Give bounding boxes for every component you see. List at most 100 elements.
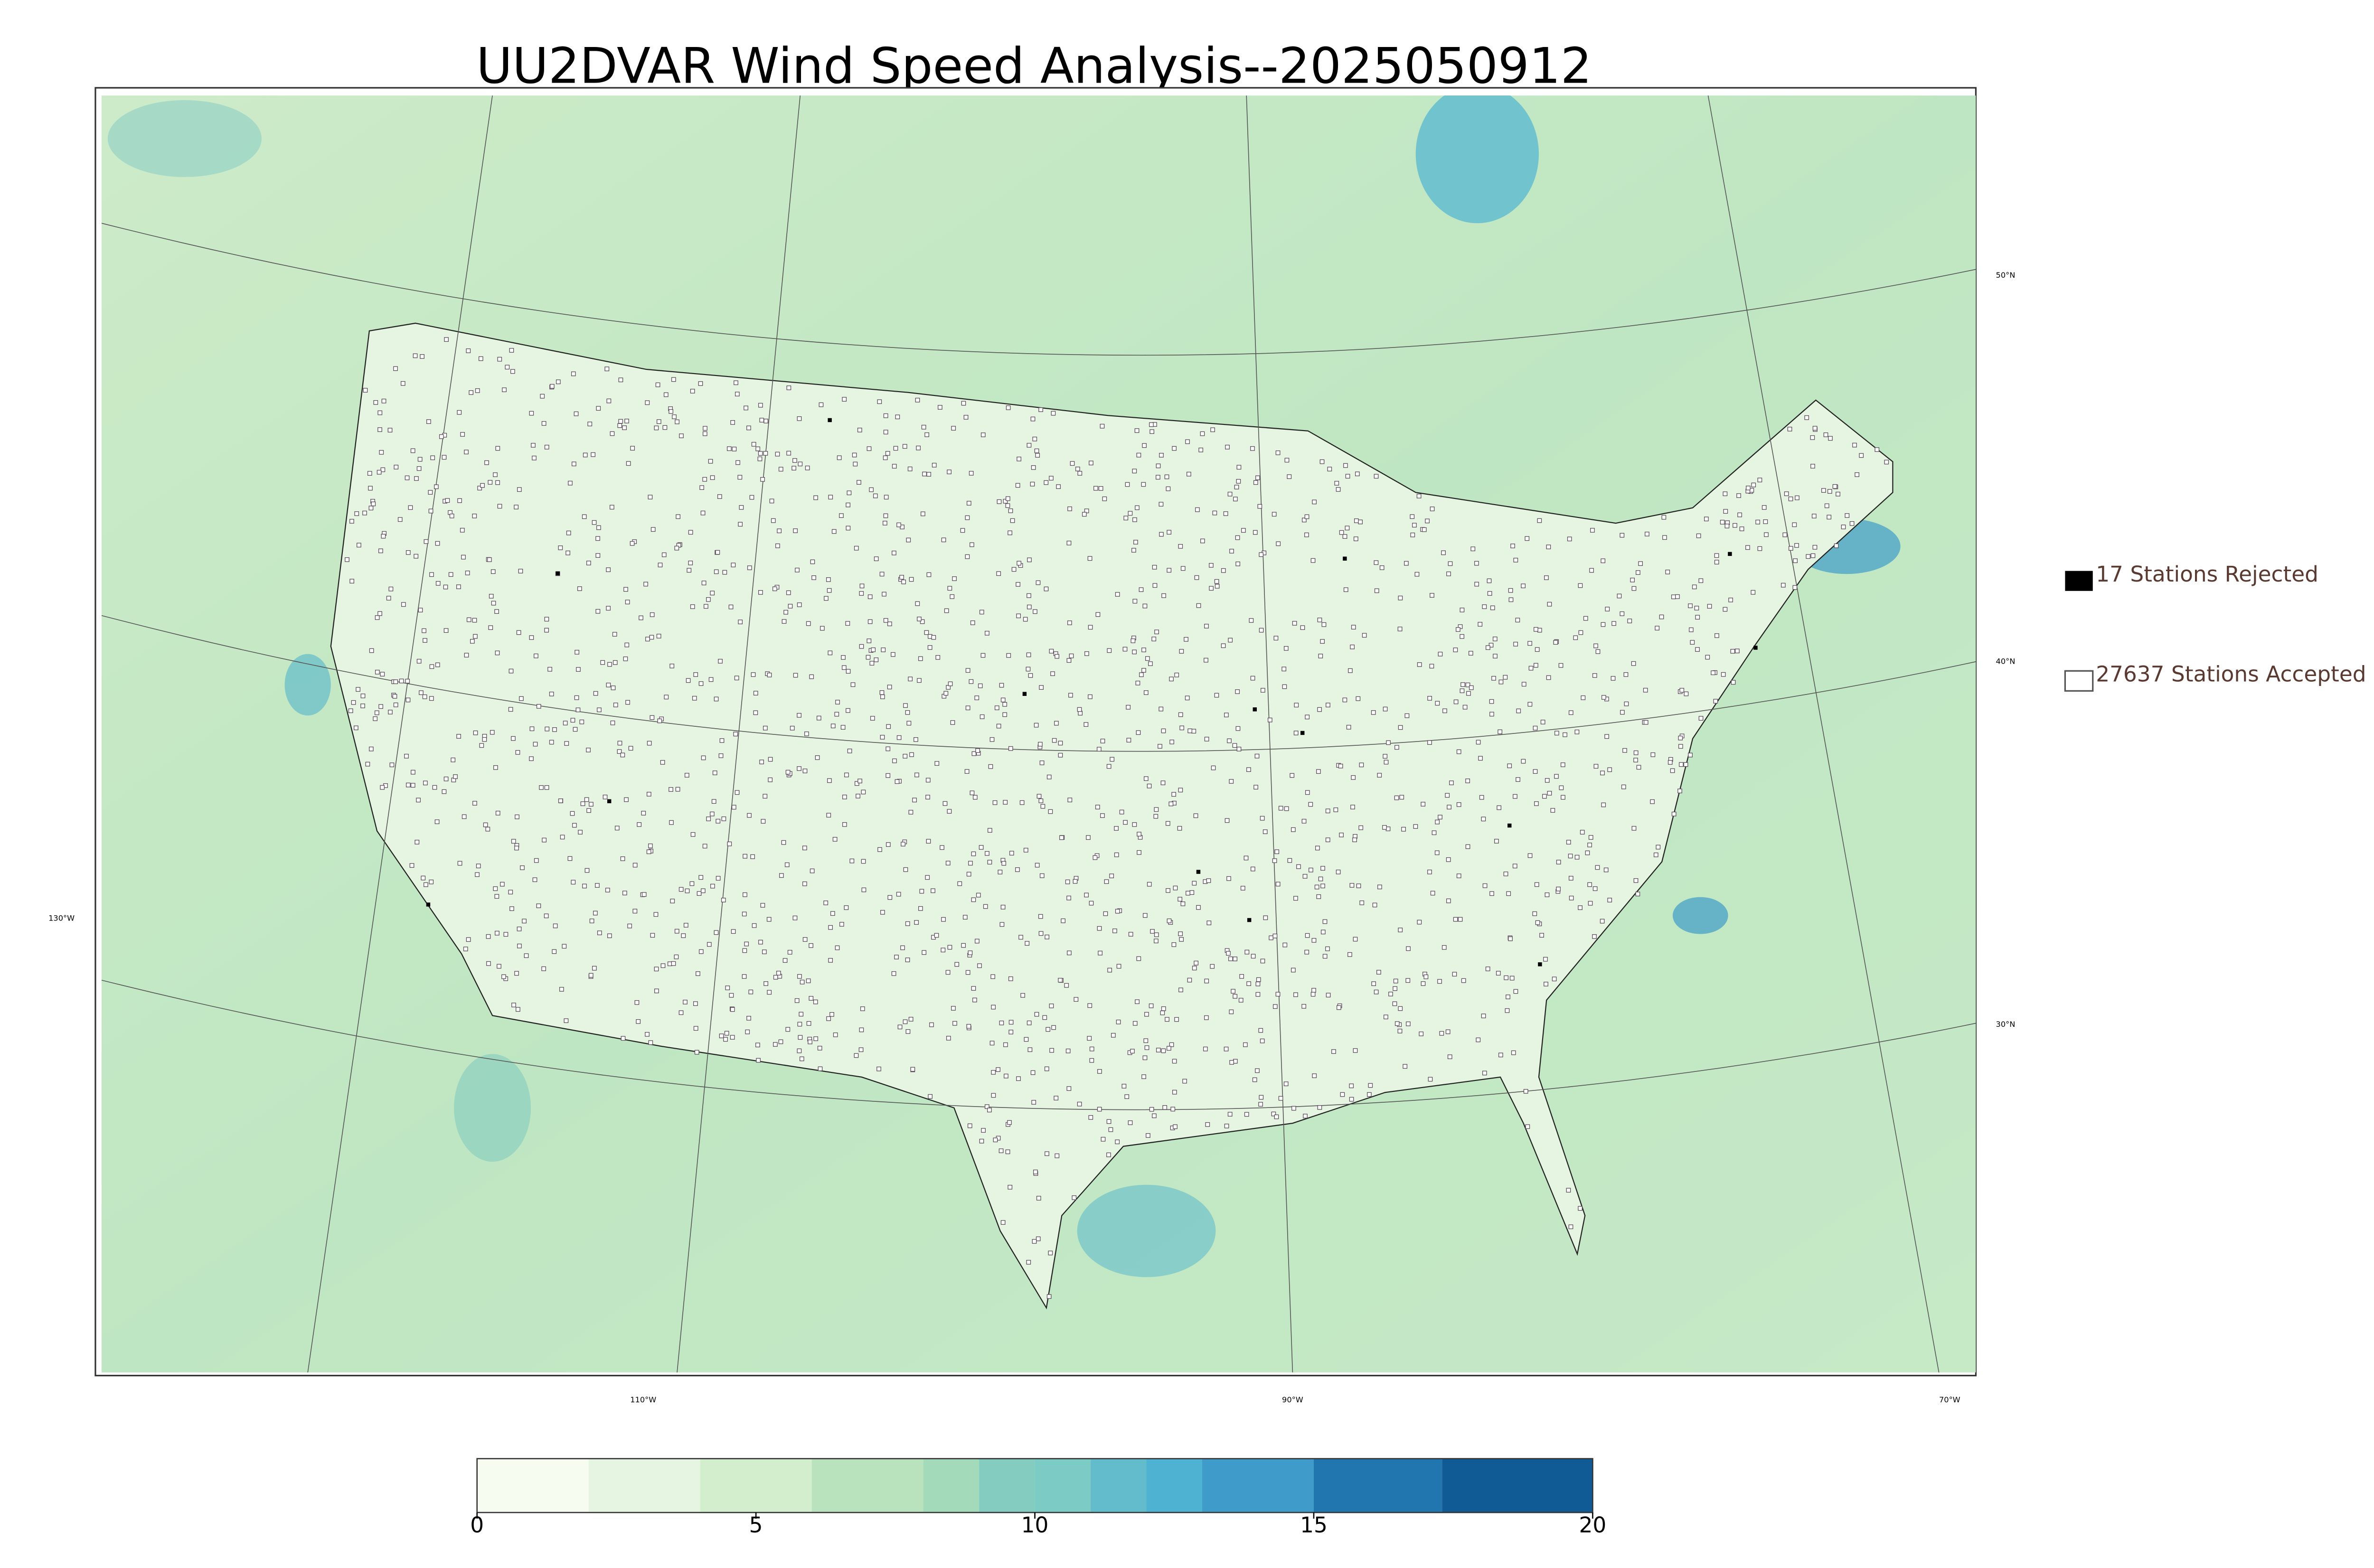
station-marker	[368, 486, 373, 491]
station-marker	[1178, 897, 1183, 901]
station-marker	[617, 423, 622, 428]
station-marker	[963, 415, 969, 420]
station-marker	[1141, 648, 1146, 652]
station-marker	[782, 958, 788, 963]
station-marker	[1139, 587, 1144, 592]
station-marker	[1167, 530, 1172, 535]
station-marker	[766, 917, 772, 922]
station-marker	[918, 656, 923, 661]
station-marker	[626, 461, 631, 466]
station-marker	[517, 487, 522, 492]
station-marker	[1008, 1184, 1013, 1190]
station-marker	[905, 921, 910, 926]
station-marker	[827, 778, 832, 783]
station-marker	[1036, 794, 1042, 799]
station-marker	[738, 522, 743, 527]
station-marker	[1427, 869, 1432, 874]
station-marker	[462, 814, 467, 819]
station-marker	[597, 930, 602, 935]
station-marker	[1065, 879, 1070, 884]
station-marker	[1600, 770, 1605, 776]
station-marker	[717, 494, 722, 499]
station-marker	[393, 679, 398, 684]
station-marker	[1290, 773, 1295, 778]
station-marker	[892, 464, 897, 469]
station-marker	[532, 877, 537, 883]
station-marker	[544, 785, 549, 790]
station-marker	[1136, 956, 1141, 961]
station-marker	[941, 917, 946, 922]
station-marker	[971, 897, 976, 902]
station-marker	[883, 455, 888, 460]
station-marker	[1187, 977, 1192, 983]
station-marker	[799, 1056, 804, 1061]
station-marker	[979, 610, 984, 615]
station-marker	[854, 781, 859, 786]
station-marker	[810, 559, 815, 564]
station-marker	[950, 594, 955, 599]
station-marker	[1039, 873, 1045, 878]
station-marker	[1027, 1047, 1033, 1052]
station-marker	[671, 961, 676, 966]
station-marker	[797, 602, 802, 607]
station-marker	[1088, 694, 1093, 699]
station-marker	[876, 1066, 881, 1071]
station-marker	[1757, 478, 1762, 482]
station-marker	[1210, 427, 1215, 432]
station-marker	[1379, 565, 1385, 570]
station-marker	[1456, 802, 1461, 807]
station-marker	[1445, 1029, 1451, 1034]
station-marker	[1305, 714, 1310, 720]
station-marker	[1560, 762, 1565, 767]
station-marker	[415, 840, 420, 845]
station-marker	[773, 1042, 778, 1047]
station-marker	[810, 868, 815, 873]
station-marker	[1095, 612, 1101, 617]
station-marker	[952, 576, 957, 581]
station-marker	[645, 637, 650, 642]
station-marker	[1291, 967, 1296, 973]
station-marker	[1130, 1049, 1135, 1054]
station-marker	[1504, 975, 1509, 980]
station-marker	[808, 1039, 812, 1044]
station-marker	[1243, 1042, 1248, 1047]
station-marker	[758, 939, 763, 945]
station-marker	[1794, 543, 1799, 548]
station-marker	[1410, 532, 1415, 537]
station-marker	[1003, 800, 1008, 805]
station-marker	[475, 388, 480, 393]
station-marker	[1537, 518, 1542, 523]
station-marker	[674, 929, 679, 934]
station-marker	[1229, 1060, 1234, 1065]
station-marker	[1353, 1048, 1358, 1053]
station-marker	[1574, 854, 1580, 860]
station-marker	[1456, 749, 1461, 754]
station-marker	[1126, 704, 1131, 710]
station-marker	[479, 743, 484, 748]
station-marker	[1192, 966, 1197, 971]
station-marker	[1482, 604, 1487, 609]
station-marker	[974, 695, 980, 700]
station-marker	[1089, 1046, 1094, 1052]
station-marker	[921, 424, 926, 430]
station-marker	[1156, 475, 1160, 480]
station-marker	[842, 794, 847, 799]
station-marker	[993, 1137, 998, 1143]
station-marker	[914, 737, 918, 742]
station-marker	[1311, 988, 1316, 993]
station-marker	[786, 451, 791, 456]
station-marker	[1468, 651, 1473, 656]
station-marker	[613, 703, 618, 707]
station-marker	[1166, 888, 1170, 893]
station-marker	[1161, 1006, 1166, 1011]
station-marker	[1027, 557, 1032, 563]
station-marker	[1503, 871, 1508, 876]
station-marker	[826, 577, 831, 582]
station-marker	[1143, 1038, 1149, 1043]
station-marker	[584, 797, 589, 802]
station-marker	[747, 813, 752, 818]
station-marker	[782, 619, 787, 624]
station-marker	[1713, 699, 1718, 704]
station-marker	[544, 617, 549, 622]
station-marker	[901, 579, 906, 584]
